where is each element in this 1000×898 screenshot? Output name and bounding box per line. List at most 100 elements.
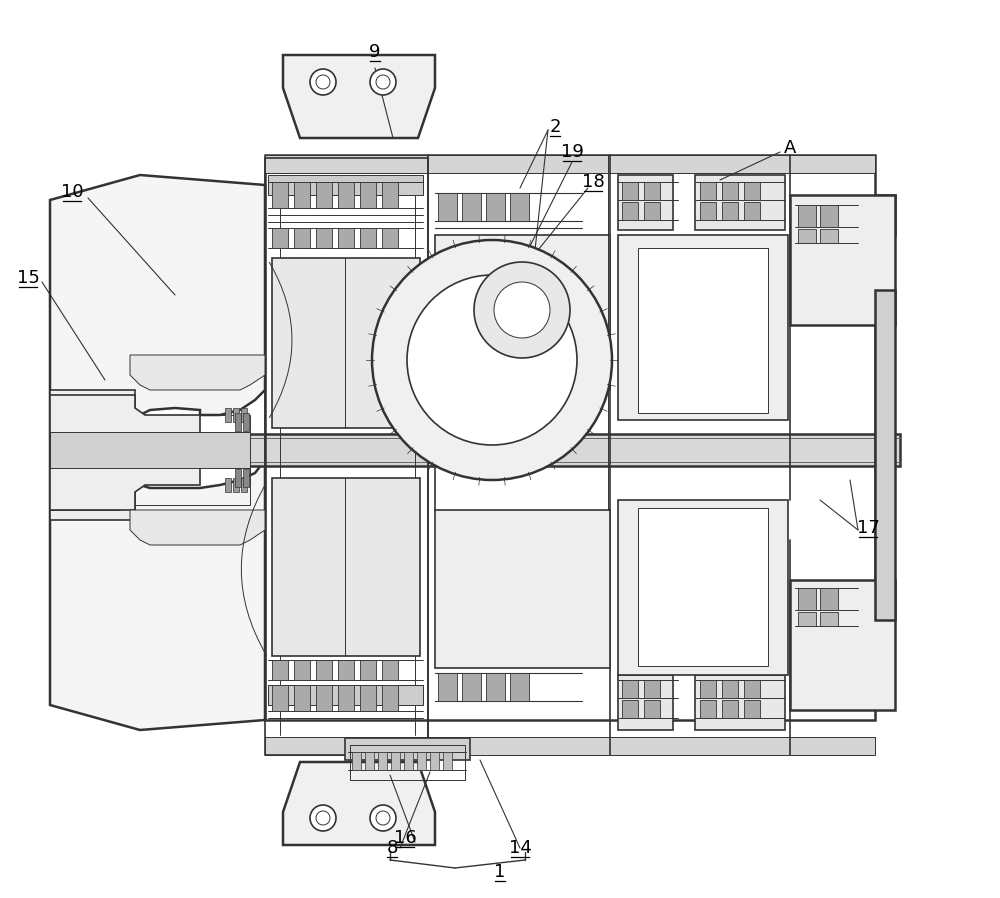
Bar [510,193,529,221]
Bar [294,228,310,248]
Bar [700,182,716,200]
Bar [241,478,247,492]
Bar [644,700,660,718]
Bar [382,660,398,680]
Bar [744,680,760,698]
Circle shape [316,811,330,825]
Bar [644,680,660,698]
Bar [798,229,816,243]
Bar [352,752,361,770]
Text: 8: 8 [386,839,398,857]
Bar [510,673,529,701]
Bar [618,235,788,420]
Circle shape [494,282,550,338]
Bar [316,660,332,680]
Bar [268,175,423,195]
Polygon shape [50,395,200,510]
Circle shape [316,75,330,89]
Bar [316,182,332,208]
Bar [316,228,332,248]
Polygon shape [283,762,435,845]
Bar [798,588,816,610]
Text: 9: 9 [369,43,381,61]
Bar [272,685,288,711]
Bar [382,685,398,711]
Bar [268,685,423,705]
Circle shape [407,275,577,445]
Bar [438,673,457,701]
Bar [365,752,374,770]
Bar [404,752,413,770]
Bar [272,228,288,248]
Bar [622,202,638,220]
Bar [475,435,500,460]
Circle shape [376,75,390,89]
Text: A: A [784,139,796,157]
Bar [241,408,247,422]
Bar [622,182,638,200]
Circle shape [372,240,612,480]
Bar [700,202,716,220]
Bar [265,158,428,755]
Bar [875,195,895,705]
Bar [644,182,660,200]
Text: 2: 2 [549,118,561,136]
Polygon shape [130,510,265,545]
Bar [790,580,895,710]
Bar [382,228,398,248]
Bar [233,478,239,492]
Bar [50,415,250,505]
Bar [345,738,470,760]
Bar [235,469,241,487]
Bar [700,700,716,718]
Polygon shape [50,175,265,730]
Bar [618,500,788,675]
Bar [417,752,426,770]
Bar [722,700,738,718]
Circle shape [376,811,390,825]
Circle shape [310,69,336,95]
Bar [438,193,457,221]
Bar [462,673,481,701]
Bar [443,752,452,770]
Bar [316,685,332,711]
Text: 16: 16 [394,829,416,847]
Bar [50,432,250,468]
Bar [50,400,120,510]
Bar [638,248,768,413]
Text: 1: 1 [494,863,506,881]
Bar [391,752,400,770]
Bar [744,700,760,718]
Bar [462,193,481,221]
Bar [265,155,875,173]
Text: 15: 15 [17,269,39,287]
Circle shape [474,262,570,358]
Bar [820,588,838,610]
Bar [638,508,768,666]
Bar [338,685,354,711]
Bar [338,660,354,680]
Bar [294,685,310,711]
Bar [722,202,738,220]
Bar [622,700,638,718]
Text: 19: 19 [561,143,583,161]
Bar [435,235,610,390]
Bar [272,258,420,428]
Bar [744,202,760,220]
Bar [622,680,638,698]
Text: 18: 18 [582,173,604,191]
Bar [294,182,310,208]
Bar [486,193,505,221]
Bar [722,182,738,200]
Bar [350,745,465,780]
Text: 14: 14 [509,839,531,857]
Bar [722,680,738,698]
Bar [225,478,231,492]
Bar [820,205,838,227]
Bar [744,182,760,200]
Bar [695,175,785,230]
Bar [294,660,310,680]
Bar [272,660,288,680]
Bar [338,228,354,248]
Bar [820,612,838,626]
